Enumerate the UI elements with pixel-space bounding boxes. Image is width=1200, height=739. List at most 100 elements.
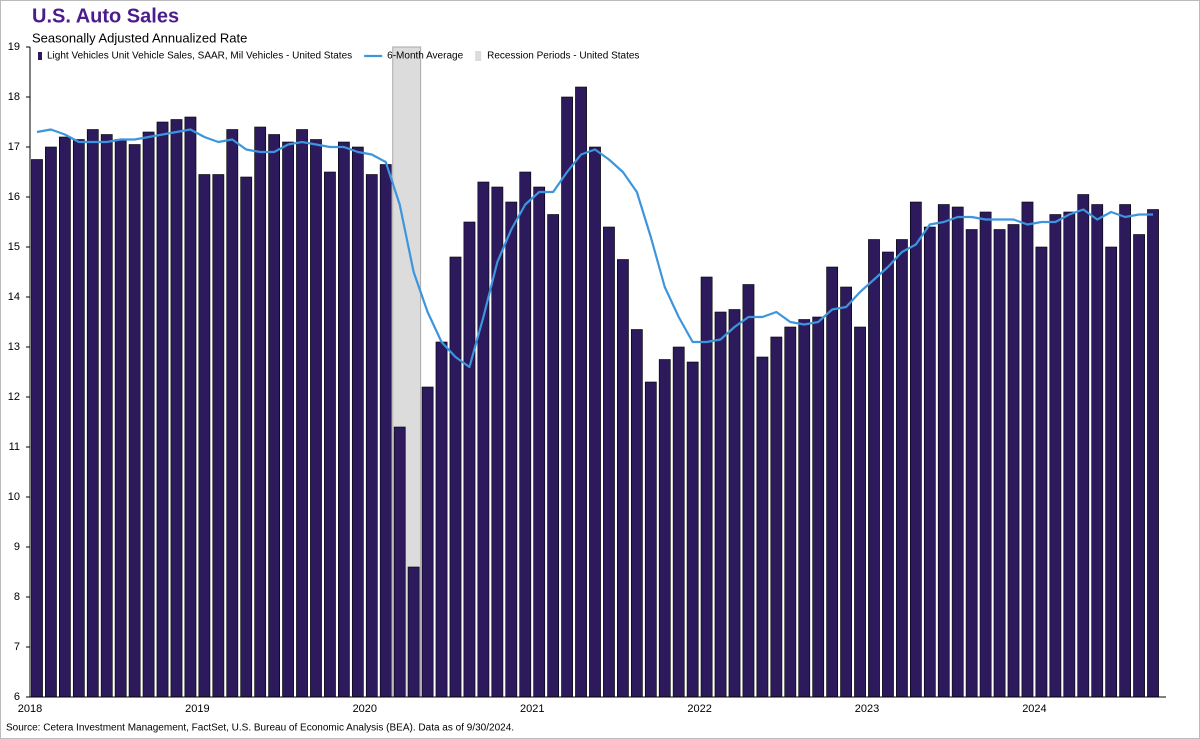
bar [798,319,811,698]
bar [296,129,308,698]
legend-label: Light Vehicles Unit Vehicle Sales, SAAR,… [47,51,352,62]
bar [365,174,378,698]
x-tick-label: 2019 [185,703,209,715]
bar [128,144,141,698]
bar [1105,246,1118,698]
legend-swatch [475,51,482,61]
bar [896,239,908,698]
bar [170,119,183,698]
bar [575,86,587,698]
bar [477,181,490,698]
bar [882,251,894,698]
bar [212,174,225,698]
bar [324,171,336,698]
line [36,128,1154,369]
bar [1035,246,1048,698]
y-tick-label: 16 [8,191,20,203]
bar [1133,234,1145,698]
y-tick-label: 15 [8,241,20,253]
bar [338,141,350,698]
bar [617,259,629,698]
bar [379,164,392,698]
bar [351,146,364,698]
bar [993,229,1006,698]
bar [603,226,615,698]
bar [965,229,978,698]
bar [533,186,546,698]
bar [728,309,741,698]
bar [72,139,85,698]
y-tick-label: 11 [9,441,20,453]
bar [840,286,852,698]
bar [226,129,239,698]
bar [1049,214,1062,698]
bar [784,326,797,698]
bar [282,141,294,698]
bar [407,566,420,698]
bar [156,121,169,698]
bar [714,311,727,698]
bar [561,96,573,698]
bar [909,201,922,698]
bar [254,126,267,698]
bar [547,214,560,698]
bar [114,139,127,698]
bar [1007,224,1020,698]
bar [658,359,671,698]
x-tick-label: 2023 [855,703,879,715]
bar [672,346,685,698]
bar [268,134,281,698]
y-tick-label: 7 [14,641,20,653]
bar [519,171,532,698]
x-tick-label: 2021 [520,703,544,715]
bar [45,146,57,698]
y-tick-label: 12 [8,391,20,403]
y-tick-label: 14 [8,291,20,303]
bar [1021,201,1034,698]
bar [142,131,155,698]
bar [756,356,769,698]
bar [937,204,950,698]
bar [589,146,601,698]
bar [1119,204,1132,698]
bar [1091,204,1104,698]
legend-label: Recession Periods - United States [487,51,639,62]
y-tick-label: 19 [8,41,20,53]
bar [686,361,699,698]
bar [449,256,462,698]
bar [868,239,880,698]
bar [826,266,839,698]
y-tick-label: 18 [8,91,20,103]
y-tick-label: 13 [8,341,20,353]
x-tick-label: 2020 [353,703,377,715]
chart-subtitle: Seasonally Adjusted Annualized Rate [32,30,247,45]
bar [100,134,113,698]
y-tick-label: 17 [8,141,20,153]
bar [1147,209,1159,698]
source-note: Source: Cetera Investment Management, Fa… [6,723,514,734]
x-tick-label: 2018 [18,703,42,715]
chart-title: U.S. Auto Sales [32,5,179,27]
y-tick-label: 10 [8,491,20,503]
y-tick-label: 9 [14,541,20,553]
y-tick-label: 8 [14,591,20,603]
bar [421,386,434,698]
bar [86,129,99,698]
bar [700,276,713,698]
bar [742,284,755,698]
bar [435,341,448,698]
x-tick-label: 2022 [687,703,711,715]
bar [979,211,992,698]
bar [505,201,518,698]
bar [1077,194,1090,698]
legend-swatch [38,52,42,60]
bar [58,136,71,698]
bar [630,329,643,698]
bar [31,159,43,698]
x-tick-label: 2024 [1022,703,1046,715]
bar [1063,211,1076,698]
bar [198,174,211,698]
bar [310,139,322,698]
legend-label: 6-Month Average [387,51,463,62]
